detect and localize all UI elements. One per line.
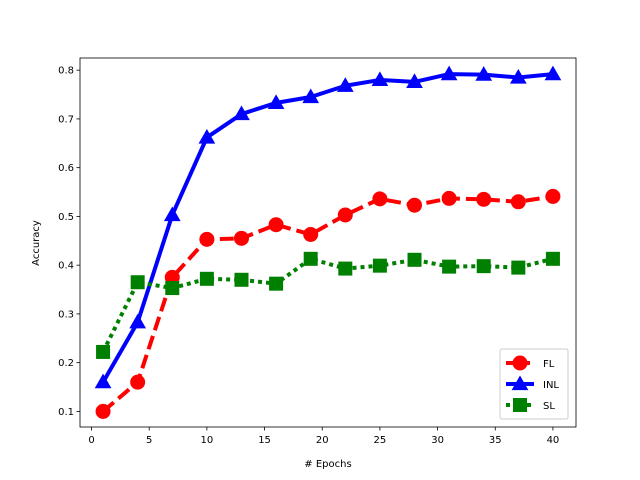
data-point-fl (407, 197, 423, 213)
data-point-inl (371, 71, 389, 87)
data-point-fl (233, 230, 249, 246)
legend-marker-sl (513, 398, 527, 412)
data-point-sl (442, 259, 457, 274)
data-point-sl (545, 251, 560, 266)
data-point-fl (441, 190, 457, 206)
data-point-fl (303, 226, 319, 242)
data-point-sl (476, 259, 491, 274)
y-tick-label: 0.4 (58, 261, 74, 272)
data-point-fl (268, 217, 284, 233)
x-tick-label: 15 (258, 435, 271, 446)
data-point-fl (95, 403, 111, 419)
data-point-inl (267, 94, 285, 109)
y-tick-label: 0.3 (58, 309, 74, 320)
x-axis-label: # Epochs (304, 459, 351, 470)
data-point-fl (199, 231, 215, 247)
series-line-inl (101, 72, 554, 384)
data-point-inl (475, 66, 493, 81)
data-point-fl (130, 374, 146, 390)
data-point-inl (94, 373, 112, 389)
y-tick-label: 0.2 (58, 358, 74, 369)
data-point-sl (511, 260, 526, 275)
data-point-sl (269, 276, 284, 291)
x-tick-label: 30 (431, 435, 444, 446)
legend-item-fl: FL (506, 355, 555, 371)
data-point-sl (96, 344, 111, 359)
x-tick-label: 40 (547, 435, 560, 446)
series-line-fl (101, 194, 554, 413)
y-tick-label: 0.8 (58, 66, 74, 77)
x-tick-label: 20 (316, 435, 329, 446)
data-point-sl (372, 258, 387, 273)
y-tick-label: 0.6 (58, 163, 74, 174)
data-point-fl (510, 194, 526, 210)
legend: FL INL SL (499, 348, 569, 420)
series-fl (95, 188, 561, 419)
legend-marker-inl (511, 375, 529, 391)
plot-area (94, 65, 562, 419)
data-point-inl (233, 105, 250, 121)
series-inl (94, 65, 562, 389)
legend-label-sl: SL (543, 401, 555, 412)
data-point-sl (234, 272, 249, 287)
y-tick-label: 0.5 (58, 212, 74, 223)
data-point-fl (372, 191, 388, 207)
data-point-inl (440, 65, 458, 81)
data-point-fl (545, 188, 561, 204)
y-axis-label: Accuracy (31, 220, 42, 266)
x-tick-label: 0 (88, 435, 94, 446)
data-point-fl (337, 207, 353, 223)
data-point-inl (544, 65, 562, 81)
x-tick-label: 10 (201, 435, 214, 446)
y-tick-label: 0.7 (58, 114, 74, 125)
legend-item-sl: SL (506, 398, 555, 412)
x-tick-label: 5 (146, 435, 152, 446)
legend-marker-fl (512, 355, 528, 371)
legend-label-inl: INL (543, 380, 559, 391)
legend-item-inl: INL (506, 375, 559, 391)
data-point-sl (303, 251, 318, 266)
data-point-inl (336, 77, 354, 92)
data-point-sl (407, 252, 422, 267)
data-point-sl (199, 271, 214, 286)
data-point-inl (302, 88, 320, 104)
x-tick-label: 25 (374, 435, 387, 446)
plot-frame (79, 57, 577, 428)
data-point-sl (130, 275, 145, 290)
data-point-fl (476, 191, 492, 207)
data-point-inl (406, 73, 423, 89)
axes: 0 5 10 15 20 25 30 35 40 0.1 0.2 0.3 0.4 0.5 0.6 0.7 0.8 (58, 57, 577, 446)
data-point-inl (198, 128, 216, 144)
y-tick-label: 0.1 (58, 407, 74, 418)
data-point-inl (509, 68, 527, 84)
series-sl (96, 251, 560, 359)
data-point-inl (163, 206, 181, 222)
data-point-sl (338, 261, 353, 276)
data-point-sl (165, 281, 180, 296)
x-tick-label: 35 (489, 435, 502, 446)
data-point-inl (129, 313, 147, 329)
legend-label-fl: FL (543, 359, 555, 370)
